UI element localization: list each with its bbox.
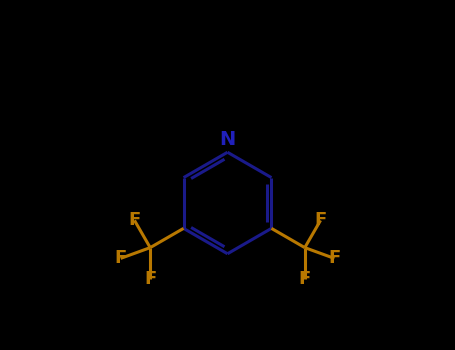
Text: N: N (219, 131, 236, 149)
Text: F: F (115, 250, 127, 267)
Text: F: F (144, 270, 157, 288)
Text: F: F (128, 211, 141, 229)
Text: F: F (328, 250, 340, 267)
Text: F: F (314, 211, 327, 229)
Text: F: F (298, 270, 311, 288)
